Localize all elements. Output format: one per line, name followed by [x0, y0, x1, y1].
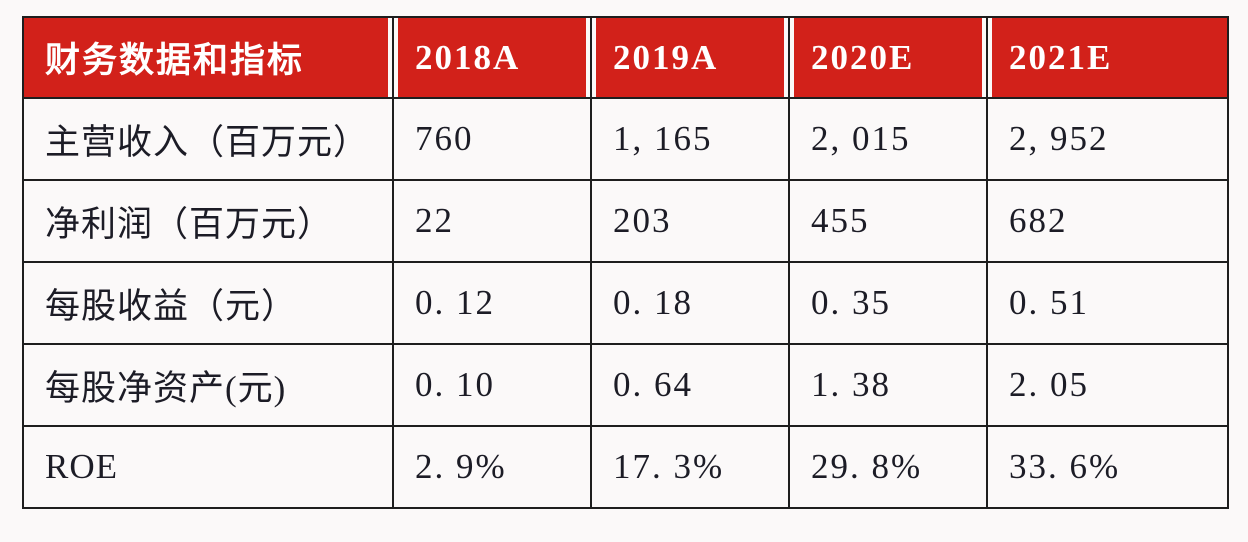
table-cell: 0. 10 — [392, 343, 592, 427]
row-label-eps: 每股收益（元） — [22, 261, 394, 345]
table-cell: 29. 8% — [788, 425, 988, 509]
table-cell: 203 — [590, 179, 790, 263]
table-cell: 760 — [392, 97, 592, 181]
row-label-revenue: 主营收入（百万元） — [22, 97, 394, 181]
table-cell: 22 — [392, 179, 592, 263]
table-cell: 2, 015 — [788, 97, 988, 181]
table-cell: 33. 6% — [986, 425, 1229, 509]
table-cell: 0. 51 — [986, 261, 1229, 345]
header-cell-metrics: 财务数据和指标 — [22, 16, 394, 99]
header-cell-2018a: 2018A — [392, 16, 592, 99]
table-cell: 0. 18 — [590, 261, 790, 345]
table-row-bvps: 每股净资产(元) 0. 10 0. 64 1. 38 2. 05 — [22, 343, 1229, 427]
row-label-bvps: 每股净资产(元) — [22, 343, 394, 427]
table-cell: 2, 952 — [986, 97, 1229, 181]
header-cell-2021e: 2021E — [986, 16, 1229, 99]
table-cell: 1, 165 — [590, 97, 790, 181]
table-cell: 2. 05 — [986, 343, 1229, 427]
table-row-eps: 每股收益（元） 0. 12 0. 18 0. 35 0. 51 — [22, 261, 1229, 345]
table-cell: 1. 38 — [788, 343, 988, 427]
table-cell: 682 — [986, 179, 1229, 263]
table-cell: 17. 3% — [590, 425, 790, 509]
table-cell: 2. 9% — [392, 425, 592, 509]
table-header-row: 财务数据和指标 2018A 2019A 2020E 2021E — [22, 16, 1229, 99]
table-row-roe: ROE 2. 9% 17. 3% 29. 8% 33. 6% — [22, 425, 1229, 509]
table-row-revenue: 主营收入（百万元） 760 1, 165 2, 015 2, 952 — [22, 97, 1229, 181]
row-label-net-profit: 净利润（百万元） — [22, 179, 394, 263]
financial-indicators-table: 财务数据和指标 2018A 2019A 2020E 2021E 主营收入（百万元… — [22, 16, 1229, 509]
table-cell: 0. 12 — [392, 261, 592, 345]
table-row-net-profit: 净利润（百万元） 22 203 455 682 — [22, 179, 1229, 263]
header-cell-2020e: 2020E — [788, 16, 988, 99]
table-cell: 455 — [788, 179, 988, 263]
row-label-roe: ROE — [22, 425, 394, 509]
table-cell: 0. 35 — [788, 261, 988, 345]
table-cell: 0. 64 — [590, 343, 790, 427]
header-cell-2019a: 2019A — [590, 16, 790, 99]
